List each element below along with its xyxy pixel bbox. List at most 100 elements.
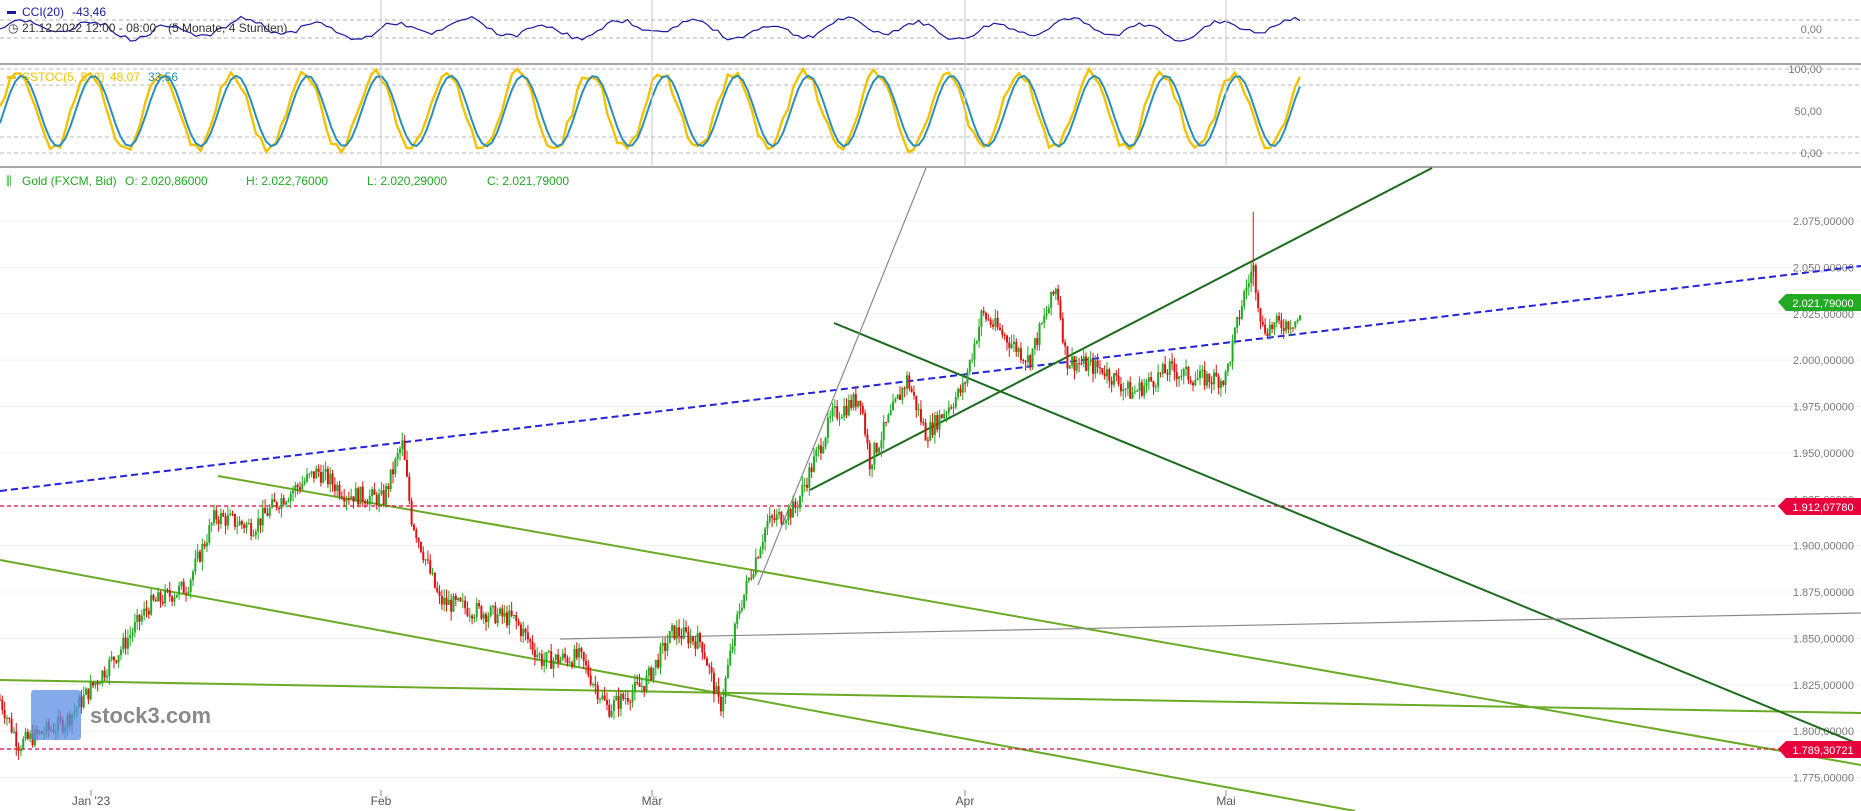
candle-body — [426, 559, 429, 561]
candle-body — [1245, 287, 1248, 292]
candle-body — [105, 676, 108, 678]
candle-body — [831, 407, 834, 417]
candle-body — [1199, 370, 1201, 379]
candle-body — [1047, 307, 1050, 314]
candle-body — [596, 685, 599, 700]
candle-body — [264, 507, 267, 514]
candle-body — [901, 388, 904, 400]
candle-body — [947, 407, 950, 414]
candle-body — [1159, 372, 1162, 374]
candle-body — [359, 486, 362, 505]
main-legend: ⫼ Gold (FXCM, Bid) O: 2.020,86000 H: 2.0… — [6, 174, 569, 188]
candle-body — [943, 413, 946, 419]
candle-body — [108, 659, 111, 677]
candle-body — [180, 581, 183, 586]
candle-body — [110, 656, 113, 660]
candle-body — [982, 310, 985, 313]
candle-body — [764, 528, 767, 542]
candle-body — [161, 601, 164, 604]
candle-body — [959, 388, 962, 393]
candle-body — [310, 471, 313, 474]
candle-body — [771, 515, 774, 518]
candle-body — [845, 405, 848, 416]
price-y-axis: 1.775,00000 1.800,00000 1.825,00000 1.850,0… — [0, 216, 1861, 785]
candle-body — [1164, 364, 1167, 374]
candle-body — [247, 522, 250, 525]
candle-body — [673, 625, 676, 639]
candle-body — [1264, 324, 1267, 334]
candle-body — [636, 682, 639, 684]
candle-body — [819, 445, 822, 454]
candle-body — [1192, 382, 1195, 386]
candle-body — [557, 654, 560, 663]
candle-body — [389, 469, 392, 490]
candle-body — [1217, 376, 1220, 388]
candle-body — [668, 631, 671, 644]
candle-body — [510, 610, 513, 616]
candle-body — [710, 666, 713, 673]
candle-body — [803, 484, 806, 486]
candle-body — [531, 641, 534, 651]
candle-body — [638, 682, 641, 687]
candle-body — [417, 538, 420, 542]
candle-body — [552, 660, 555, 669]
candle-body — [624, 697, 627, 699]
candle-body — [985, 312, 988, 320]
candle-body — [240, 521, 243, 525]
candle-body — [492, 605, 495, 608]
candle-body — [19, 748, 22, 751]
candle-body — [12, 731, 15, 733]
candle-body — [992, 324, 995, 327]
candle-body — [1099, 367, 1101, 369]
candle-body — [352, 496, 355, 502]
price-tag-current: 2.021,79000 — [1778, 294, 1861, 311]
candle-body — [752, 573, 755, 579]
candle-body — [589, 675, 592, 685]
candle-body — [1145, 382, 1148, 386]
candle-body — [543, 661, 546, 666]
candle-body — [487, 616, 490, 623]
candle-body — [545, 652, 548, 662]
candle-body — [431, 572, 434, 574]
candle-body — [496, 614, 499, 624]
candle-body — [815, 450, 818, 457]
candle-body — [905, 375, 908, 389]
candle-body — [952, 407, 955, 409]
candle-body — [154, 599, 157, 602]
candle-body — [547, 651, 550, 653]
candle-body — [1078, 363, 1081, 365]
candle-body — [1212, 372, 1215, 385]
candle-body — [824, 437, 827, 447]
candle-body — [689, 636, 692, 644]
sstoc-legend-swatch — [7, 76, 16, 79]
candle-body — [1231, 340, 1234, 363]
candle-body — [3, 709, 6, 719]
candle-body — [438, 591, 441, 596]
candle-body — [578, 647, 581, 658]
candle-body — [143, 608, 146, 616]
trendline-gray-steep — [757, 167, 927, 586]
candle-body — [129, 635, 132, 639]
candle-body — [489, 607, 492, 617]
candle-body — [145, 608, 148, 611]
candle-body — [1196, 378, 1199, 381]
candle-body — [268, 507, 271, 516]
price-tag-level-high-text: 1.912,07780 — [1792, 502, 1853, 514]
candle-body — [1254, 265, 1257, 293]
candle-body — [452, 595, 455, 612]
candle-body — [1133, 391, 1136, 393]
candle-body — [726, 665, 729, 678]
candle-body — [1150, 377, 1153, 382]
candle-body — [1299, 315, 1301, 320]
candle-body — [550, 651, 553, 669]
main-high: H: 2.022,76000 — [246, 174, 328, 188]
candle-body — [1287, 321, 1290, 330]
candle-body — [866, 434, 869, 444]
candle-body — [778, 512, 781, 515]
candle-body — [329, 473, 332, 485]
candle-body — [222, 513, 225, 517]
candle-body — [250, 522, 253, 536]
candle-body — [261, 507, 264, 526]
candle-body — [287, 500, 290, 502]
